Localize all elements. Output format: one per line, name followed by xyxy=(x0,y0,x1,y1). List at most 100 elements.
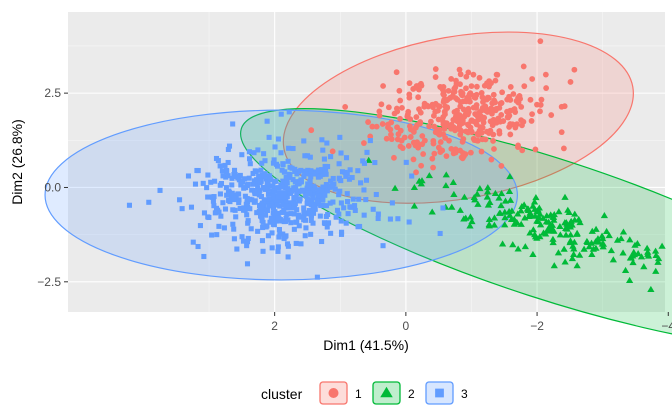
point-cluster-1 xyxy=(534,101,540,108)
point-cluster-3 xyxy=(285,186,291,192)
point-cluster-3 xyxy=(331,181,337,187)
point-cluster-3 xyxy=(322,192,328,198)
point-cluster-3 xyxy=(252,168,258,174)
point-cluster-1 xyxy=(398,137,405,144)
point-cluster-1 xyxy=(494,71,501,78)
point-cluster-3 xyxy=(355,168,361,174)
point-cluster-3 xyxy=(179,206,185,212)
point-cluster-3 xyxy=(216,223,222,229)
point-cluster-3 xyxy=(306,211,312,217)
point-cluster-1 xyxy=(520,63,527,70)
point-cluster-3 xyxy=(292,201,298,207)
point-cluster-3 xyxy=(338,150,344,156)
point-cluster-1 xyxy=(391,154,397,161)
point-cluster-2 xyxy=(569,242,577,249)
point-cluster-1 xyxy=(491,146,497,152)
point-cluster-1 xyxy=(407,134,414,140)
point-cluster-3 xyxy=(336,176,342,182)
point-cluster-3 xyxy=(308,174,314,180)
point-cluster-1 xyxy=(431,123,438,130)
point-cluster-1 xyxy=(500,118,507,124)
point-cluster-3 xyxy=(225,173,231,179)
point-cluster-3 xyxy=(327,200,333,206)
point-cluster-2 xyxy=(583,237,591,244)
point-cluster-2 xyxy=(442,182,450,189)
point-cluster-3 xyxy=(280,178,286,184)
point-cluster-3 xyxy=(220,173,226,179)
point-cluster-1 xyxy=(367,133,374,140)
point-cluster-2 xyxy=(497,202,505,209)
point-cluster-3 xyxy=(283,203,289,209)
point-cluster-1 xyxy=(421,137,428,144)
point-cluster-2 xyxy=(609,256,617,263)
point-cluster-2 xyxy=(647,285,655,293)
point-cluster-3 xyxy=(245,235,251,241)
point-cluster-2 xyxy=(556,231,564,238)
point-cluster-3 xyxy=(315,174,321,180)
point-cluster-2 xyxy=(498,240,507,247)
point-cluster-3 xyxy=(255,228,261,234)
point-cluster-1 xyxy=(410,156,417,163)
point-cluster-3 xyxy=(314,198,320,204)
point-cluster-3 xyxy=(247,156,253,162)
point-cluster-1 xyxy=(441,108,448,115)
point-cluster-3 xyxy=(278,111,284,117)
point-cluster-3 xyxy=(272,209,278,215)
point-cluster-3 xyxy=(387,216,393,222)
point-cluster-2 xyxy=(592,225,600,232)
point-cluster-3 xyxy=(201,253,207,260)
point-cluster-3 xyxy=(244,196,250,202)
point-cluster-3 xyxy=(284,241,291,247)
point-cluster-2 xyxy=(571,210,579,217)
point-cluster-3 xyxy=(343,220,349,226)
point-cluster-1 xyxy=(518,117,525,124)
point-cluster-3 xyxy=(236,200,242,206)
point-cluster-3 xyxy=(245,218,251,224)
point-cluster-1 xyxy=(507,131,514,138)
point-cluster-1 xyxy=(548,112,555,118)
point-cluster-3 xyxy=(358,180,364,186)
point-cluster-3 xyxy=(328,178,334,184)
point-cluster-3 xyxy=(305,153,311,159)
point-cluster-3 xyxy=(231,236,237,242)
point-cluster-3 xyxy=(312,171,318,177)
point-cluster-1 xyxy=(448,76,455,82)
point-cluster-3 xyxy=(290,177,296,183)
point-cluster-1 xyxy=(429,101,436,108)
point-cluster-3 xyxy=(356,196,362,202)
point-cluster-3 xyxy=(264,207,270,213)
point-cluster-3 xyxy=(264,199,270,205)
point-cluster-2 xyxy=(471,196,479,203)
point-cluster-1 xyxy=(430,164,436,171)
point-cluster-2 xyxy=(425,172,434,179)
point-cluster-2 xyxy=(521,214,529,221)
point-cluster-2 xyxy=(561,193,569,200)
point-cluster-3 xyxy=(301,205,307,211)
point-cluster-2 xyxy=(629,259,637,266)
point-cluster-1 xyxy=(492,77,499,84)
point-cluster-1 xyxy=(399,104,405,111)
point-cluster-3 xyxy=(319,137,325,143)
point-cluster-3 xyxy=(241,185,247,191)
point-cluster-3 xyxy=(304,200,310,206)
point-cluster-3 xyxy=(192,181,199,187)
point-cluster-3 xyxy=(226,190,233,196)
point-cluster-3 xyxy=(349,175,355,181)
point-cluster-2 xyxy=(575,251,584,258)
point-cluster-3 xyxy=(308,213,315,219)
point-cluster-3 xyxy=(240,238,247,244)
point-cluster-1 xyxy=(440,131,447,138)
point-cluster-3 xyxy=(245,181,251,187)
point-cluster-3 xyxy=(231,171,237,178)
point-cluster-1 xyxy=(543,85,550,91)
point-cluster-1 xyxy=(459,138,466,145)
point-cluster-3 xyxy=(305,171,311,177)
point-cluster-1 xyxy=(490,131,497,138)
point-cluster-2 xyxy=(486,198,494,206)
point-cluster-2 xyxy=(442,171,450,178)
point-cluster-2 xyxy=(514,210,522,217)
point-cluster-3 xyxy=(271,204,277,210)
point-cluster-2 xyxy=(630,248,638,255)
centroid-cluster-2 xyxy=(543,221,558,234)
point-cluster-1 xyxy=(329,148,336,155)
